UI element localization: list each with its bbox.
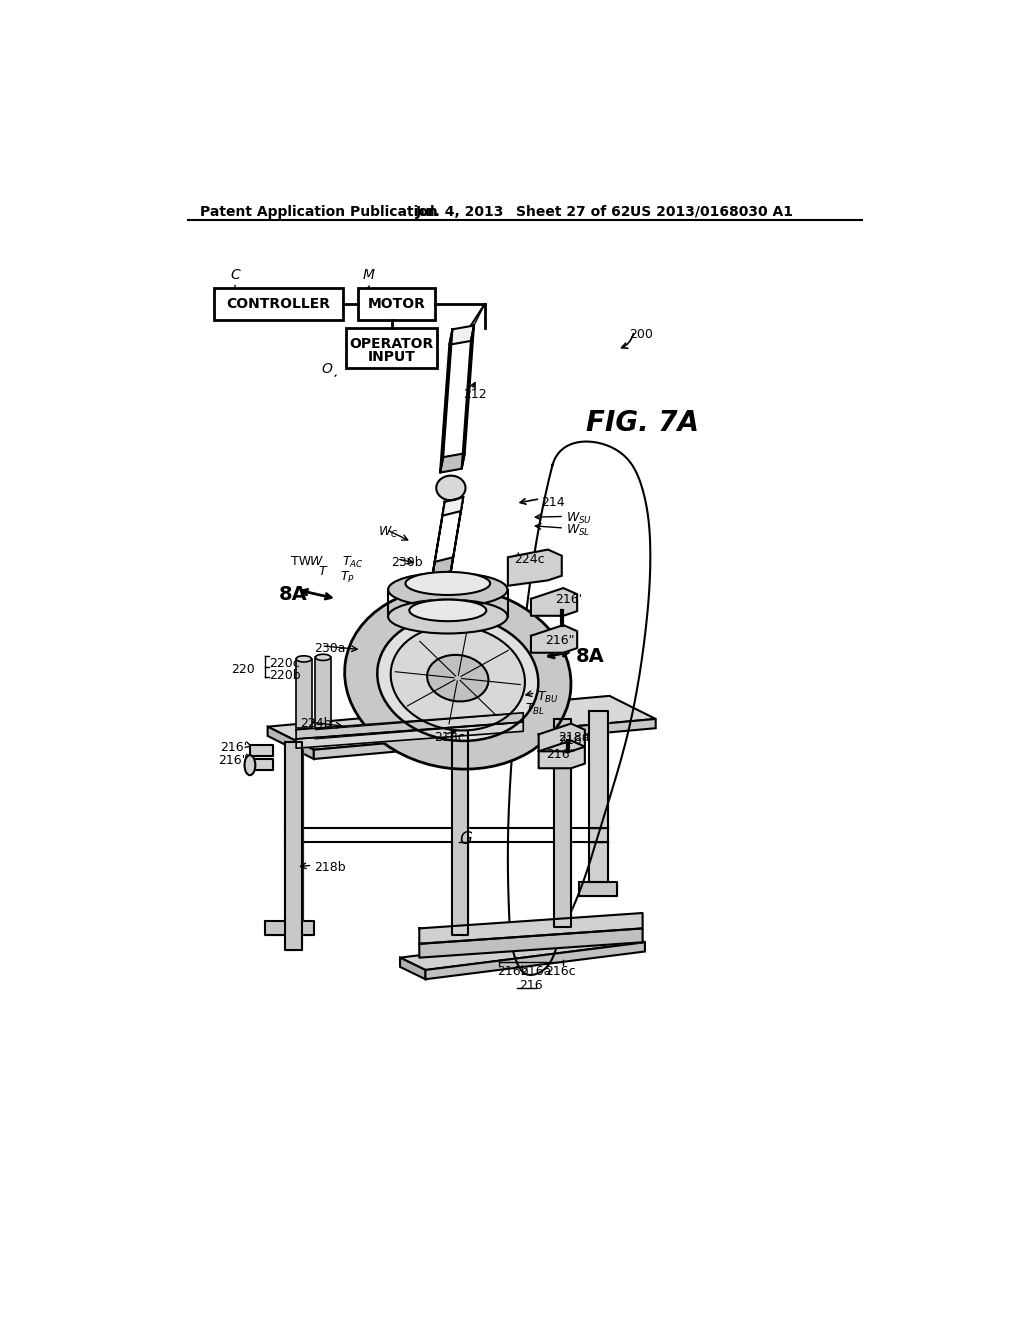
Ellipse shape [388,573,508,607]
Polygon shape [442,498,463,516]
Text: Sheet 27 of 62: Sheet 27 of 62 [515,205,630,219]
Text: INPUT: INPUT [368,350,416,364]
Text: 216a: 216a [520,965,552,978]
Text: 218c: 218c [434,730,465,743]
Ellipse shape [410,599,486,622]
Text: 224b: 224b [300,718,332,730]
Polygon shape [531,589,578,615]
Text: 216": 216" [218,754,248,767]
Text: OPERATOR: OPERATOR [349,337,434,351]
Text: $W_{SL}$: $W_{SL}$ [565,524,590,539]
Text: 230a: 230a [313,642,345,655]
Ellipse shape [436,475,466,500]
Text: 216": 216" [545,635,574,647]
Text: Patent Application Publication: Patent Application Publication [200,205,437,219]
Text: 216c: 216c [545,965,575,978]
Polygon shape [285,750,303,921]
Text: 212: 212 [463,388,486,401]
Text: $T_{BU}$: $T_{BU}$ [538,689,559,705]
Polygon shape [250,744,273,756]
Text: $T_{AC}$: $T_{AC}$ [342,554,364,570]
Polygon shape [296,722,523,748]
Polygon shape [400,929,645,970]
Ellipse shape [388,599,508,634]
Polygon shape [400,958,425,979]
Polygon shape [425,942,645,979]
Polygon shape [531,626,578,653]
Ellipse shape [345,587,571,770]
Text: US 2013/0168030 A1: US 2013/0168030 A1 [630,205,793,219]
Ellipse shape [406,572,490,595]
Text: 8A: 8A [575,647,604,667]
Text: FIG. 7A: FIG. 7A [587,409,699,437]
Polygon shape [453,726,468,935]
Text: O: O [322,362,333,376]
Polygon shape [580,882,617,896]
Text: 220b: 220b [269,669,301,682]
Text: 216b: 216b [497,965,528,978]
Polygon shape [285,742,301,950]
Text: G: G [460,830,472,847]
Polygon shape [267,696,655,750]
Polygon shape [539,741,585,768]
Text: $W_C$: $W_C$ [379,525,399,540]
Text: 216": 216" [547,748,575,762]
Text: 216': 216' [220,742,248,754]
Bar [315,657,331,729]
Polygon shape [450,326,474,345]
Text: 224c: 224c [514,553,545,566]
Text: CONTROLLER: CONTROLLER [226,297,331,312]
Text: 230b: 230b [391,556,423,569]
Polygon shape [432,557,454,576]
Text: C: C [230,268,241,281]
Text: MOTOR: MOTOR [368,297,426,312]
Polygon shape [539,723,585,751]
Text: 216': 216' [558,734,585,747]
Polygon shape [462,326,474,469]
Text: 218a: 218a [558,730,590,743]
Ellipse shape [427,655,488,701]
Polygon shape [250,759,273,770]
Polygon shape [432,502,444,576]
Text: $T_{BL}$: $T_{BL}$ [524,702,545,717]
Polygon shape [554,719,571,927]
Text: M: M [364,268,375,281]
Polygon shape [313,719,655,759]
Text: 220c: 220c [269,657,300,671]
Text: $T$: $T$ [318,565,329,578]
Text: 200: 200 [630,327,653,341]
Polygon shape [419,913,643,944]
Text: 214: 214 [541,496,564,508]
Text: $T_P$: $T_P$ [340,570,355,586]
Polygon shape [589,711,608,882]
Ellipse shape [315,655,331,660]
Polygon shape [508,549,562,586]
Text: 220: 220 [231,663,255,676]
Text: 8A: 8A [279,585,307,605]
Bar [296,659,311,729]
Text: $W$: $W$ [309,554,324,568]
Text: 216': 216' [556,594,583,606]
Polygon shape [451,498,463,572]
Ellipse shape [296,656,311,663]
Text: Jul. 4, 2013: Jul. 4, 2013 [416,205,504,219]
Polygon shape [267,726,313,759]
Bar [346,327,437,368]
Bar [214,288,343,321]
Bar [358,288,435,321]
Ellipse shape [377,615,539,741]
Ellipse shape [391,626,525,730]
Text: 216: 216 [518,979,543,993]
Polygon shape [440,330,453,473]
Polygon shape [419,928,643,958]
Polygon shape [440,453,465,473]
Text: TW: TW [291,554,311,568]
Text: 218b: 218b [313,861,345,874]
Ellipse shape [245,755,255,775]
Polygon shape [296,713,523,739]
Text: $W_{SU}$: $W_{SU}$ [565,511,592,527]
Polygon shape [265,921,313,935]
